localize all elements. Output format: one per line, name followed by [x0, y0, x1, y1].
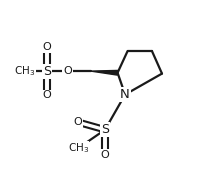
Text: O: O — [74, 117, 83, 127]
Text: $\mathregular{CH_3}$: $\mathregular{CH_3}$ — [14, 64, 35, 78]
Text: O: O — [43, 90, 51, 100]
Text: S: S — [101, 123, 109, 136]
Text: S: S — [43, 65, 51, 78]
Text: CH₃: CH₃ — [68, 143, 88, 153]
Text: N: N — [120, 88, 130, 101]
Text: CH₃: CH₃ — [15, 66, 34, 76]
Text: O: O — [101, 150, 109, 160]
Polygon shape — [91, 70, 118, 75]
Text: $\mathregular{CH_3}$: $\mathregular{CH_3}$ — [68, 141, 89, 155]
Text: O: O — [43, 42, 51, 52]
Text: O: O — [63, 66, 72, 76]
